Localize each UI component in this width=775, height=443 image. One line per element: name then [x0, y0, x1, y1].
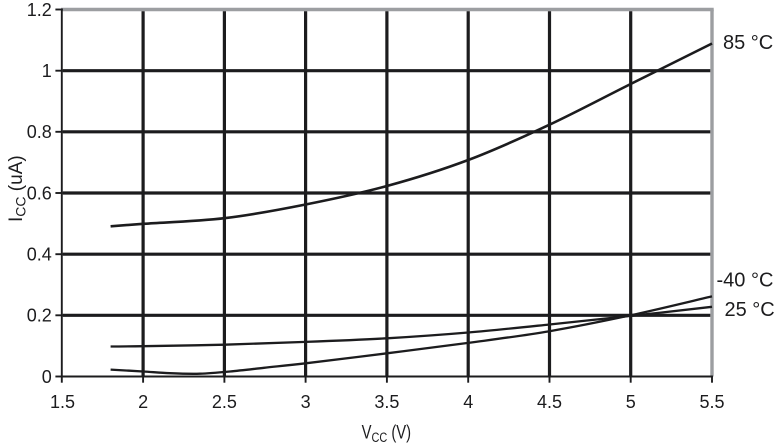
svg-text:2: 2 — [138, 392, 148, 412]
svg-text:5: 5 — [626, 392, 636, 412]
svg-text:2.5: 2.5 — [212, 392, 237, 412]
svg-text:1.2: 1.2 — [27, 0, 52, 20]
svg-text:1: 1 — [42, 61, 52, 81]
svg-text:4: 4 — [463, 392, 473, 412]
svg-text:0: 0 — [42, 367, 52, 387]
svg-text:0.2: 0.2 — [27, 306, 52, 326]
svg-text:25 °C: 25 °C — [725, 299, 775, 321]
svg-text:-40 °C: -40 °C — [717, 269, 774, 291]
svg-text:ICC (uA): ICC (uA) — [6, 155, 29, 222]
svg-text:3.5: 3.5 — [374, 392, 399, 412]
svg-text:0.4: 0.4 — [27, 245, 52, 265]
svg-text:1.5: 1.5 — [50, 392, 75, 412]
svg-text:0.6: 0.6 — [27, 183, 52, 203]
svg-text:5.5: 5.5 — [699, 392, 724, 412]
svg-text:3: 3 — [301, 392, 311, 412]
svg-text:0.8: 0.8 — [27, 122, 52, 142]
svg-text:4.5: 4.5 — [537, 392, 562, 412]
svg-text:85 °C: 85 °C — [723, 32, 773, 54]
